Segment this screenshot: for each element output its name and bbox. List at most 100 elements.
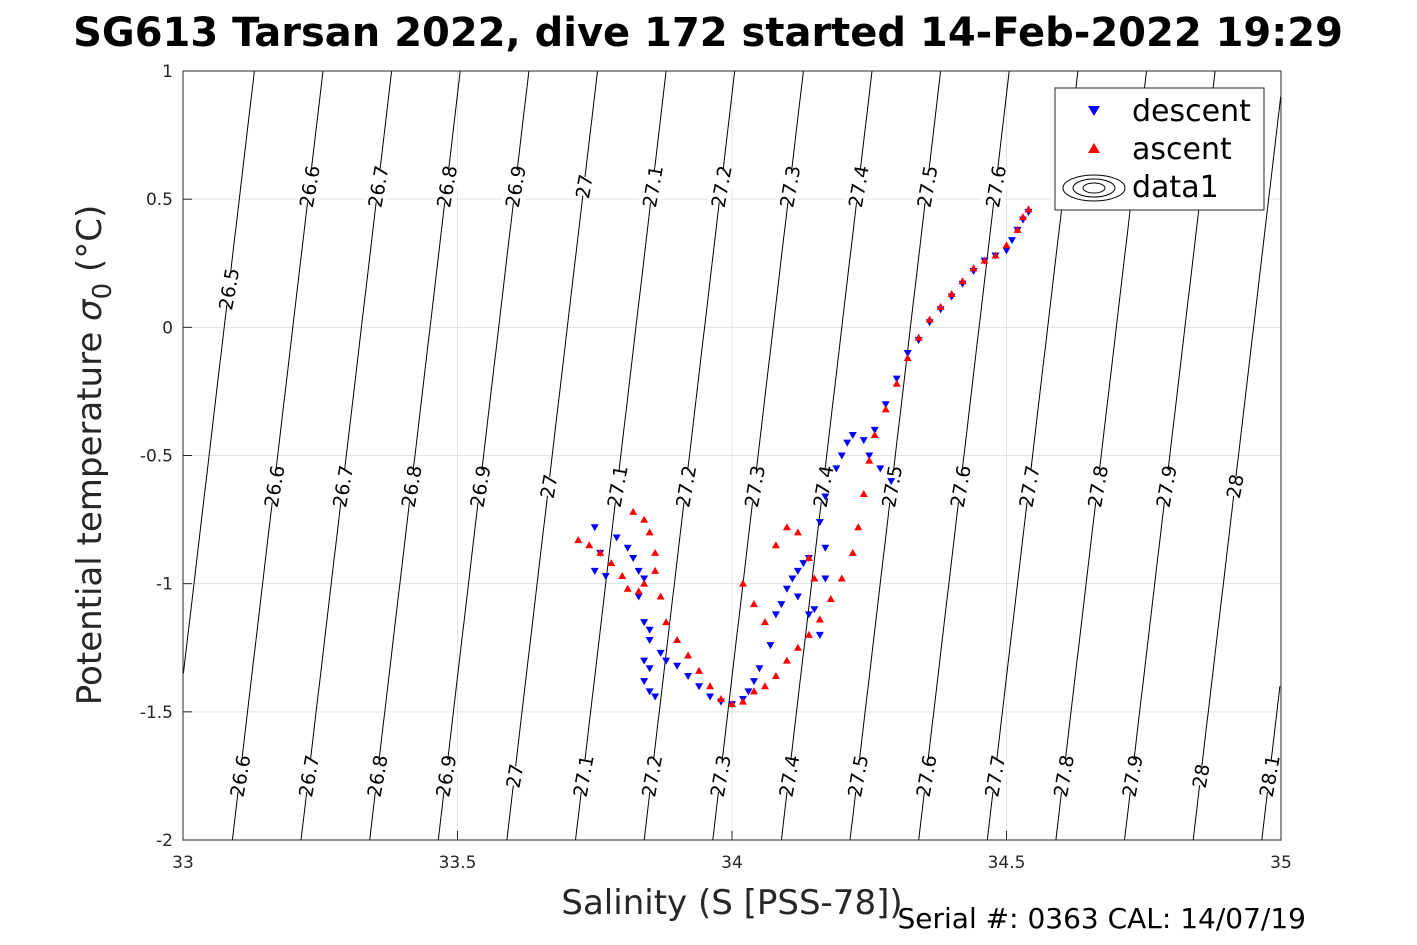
descent-point (662, 657, 671, 665)
contour-label-bg (364, 168, 392, 205)
contour-label-bg (1255, 758, 1283, 794)
y-axis-label-main: Potential temperature (70, 321, 110, 705)
descent-point (843, 439, 852, 447)
contour-label-bg (981, 758, 1009, 794)
contour-label-bg (1188, 764, 1214, 788)
contour-label-text: 27 (572, 173, 598, 201)
ascent-point (914, 333, 923, 341)
contour-label-bg (740, 468, 769, 504)
ascent-point (651, 566, 660, 574)
ascent-point (656, 592, 665, 600)
contour-label-bg (913, 168, 941, 205)
ascent-point (810, 574, 819, 582)
descent-point (744, 688, 753, 696)
legend-ascent-marker (1088, 143, 1100, 153)
contour-label-bg (1222, 475, 1248, 498)
contour-label-bg (843, 758, 872, 794)
contour-label-bg (397, 468, 425, 504)
contour-label-bg (329, 468, 357, 504)
descent-point (865, 452, 874, 460)
descent-point (640, 619, 649, 627)
descent-point (793, 567, 802, 575)
descent-point (612, 534, 621, 542)
contour-label-bg (672, 468, 700, 504)
contour-label-bg (466, 468, 494, 504)
chart-title: SG613 Tarsan 2022, dive 172 started 14-F… (73, 10, 1343, 56)
contour-label-bg (295, 168, 324, 205)
descent-point (640, 657, 649, 665)
contour-label-bg (912, 758, 940, 794)
contour-label-bg (1152, 468, 1180, 504)
y-tick-label: 0.5 (146, 190, 173, 210)
descent-point (881, 401, 890, 409)
ascent-point (738, 697, 747, 705)
contour-label-bg (638, 168, 667, 205)
descent-point (821, 575, 830, 583)
ascent-point (848, 548, 857, 556)
contour-label-bg (707, 168, 735, 205)
ascent-point (684, 651, 693, 659)
y-tick-label: -0.5 (140, 447, 173, 467)
ascent-point (837, 574, 846, 582)
ascent-point (969, 264, 978, 272)
y-tick-label: -1 (156, 575, 173, 595)
descent-point (903, 349, 912, 357)
contour-label-bg (260, 468, 288, 504)
contour-label-bg (775, 758, 803, 794)
contour-label-text: 28 (1189, 762, 1215, 790)
descent-point (651, 693, 660, 701)
ascent-point (607, 559, 616, 567)
ascent-point (695, 666, 704, 674)
ascent-point (870, 430, 879, 438)
ascent-point (854, 523, 863, 531)
ascent-point (645, 528, 654, 536)
descent-point (804, 611, 813, 619)
contour-label-bg (1015, 468, 1043, 504)
ascent-point (881, 405, 890, 413)
ascent-point (634, 587, 643, 595)
descent-point (645, 688, 654, 696)
ascent-point (738, 579, 747, 587)
ascent-point (936, 302, 945, 310)
x-tick-label: 34.5 (988, 853, 1026, 873)
ascent-point (760, 618, 769, 626)
contour-label: 27.4 (775, 753, 804, 799)
contour-label-bg (982, 168, 1010, 205)
contour-label-bg (878, 468, 906, 504)
ascent-point (618, 571, 627, 579)
ascent-point (1013, 225, 1022, 233)
ascent-point (629, 507, 638, 515)
ascent-point (749, 687, 758, 695)
ascent-point (903, 354, 912, 362)
ascent-point (662, 618, 671, 626)
descent-point (640, 678, 649, 686)
contour-label-bg (226, 758, 254, 794)
ascent-point (623, 584, 632, 592)
ascent-point (1018, 213, 1027, 221)
legend: descent ascent data1 (1054, 87, 1265, 211)
descent-point (706, 693, 715, 701)
ascent-point (760, 682, 769, 690)
y-axis-label: Potential temperature σ0 (°C) (70, 205, 118, 705)
ascent-point (574, 536, 583, 544)
descent-point (810, 606, 819, 614)
descent-point (634, 593, 643, 601)
ascent-point (782, 523, 791, 531)
descent-point (771, 611, 780, 619)
contour-label-bg (946, 468, 974, 504)
descent-point (766, 642, 775, 650)
descent-point (837, 452, 846, 460)
descent-point (821, 493, 830, 501)
contour-label-text: 28 (1223, 473, 1249, 501)
contour-label: 26.8 (433, 164, 462, 209)
descent-point (695, 683, 704, 691)
descent-point (1007, 237, 1016, 245)
descent-point (629, 555, 638, 563)
descent-point (876, 465, 885, 473)
descent-point (634, 567, 643, 575)
contour-label-bg (433, 168, 461, 205)
contour-label-bg (215, 271, 243, 307)
y-tick-label: 0 (162, 318, 173, 338)
descent-point (749, 678, 758, 686)
ascent-point (771, 671, 780, 679)
